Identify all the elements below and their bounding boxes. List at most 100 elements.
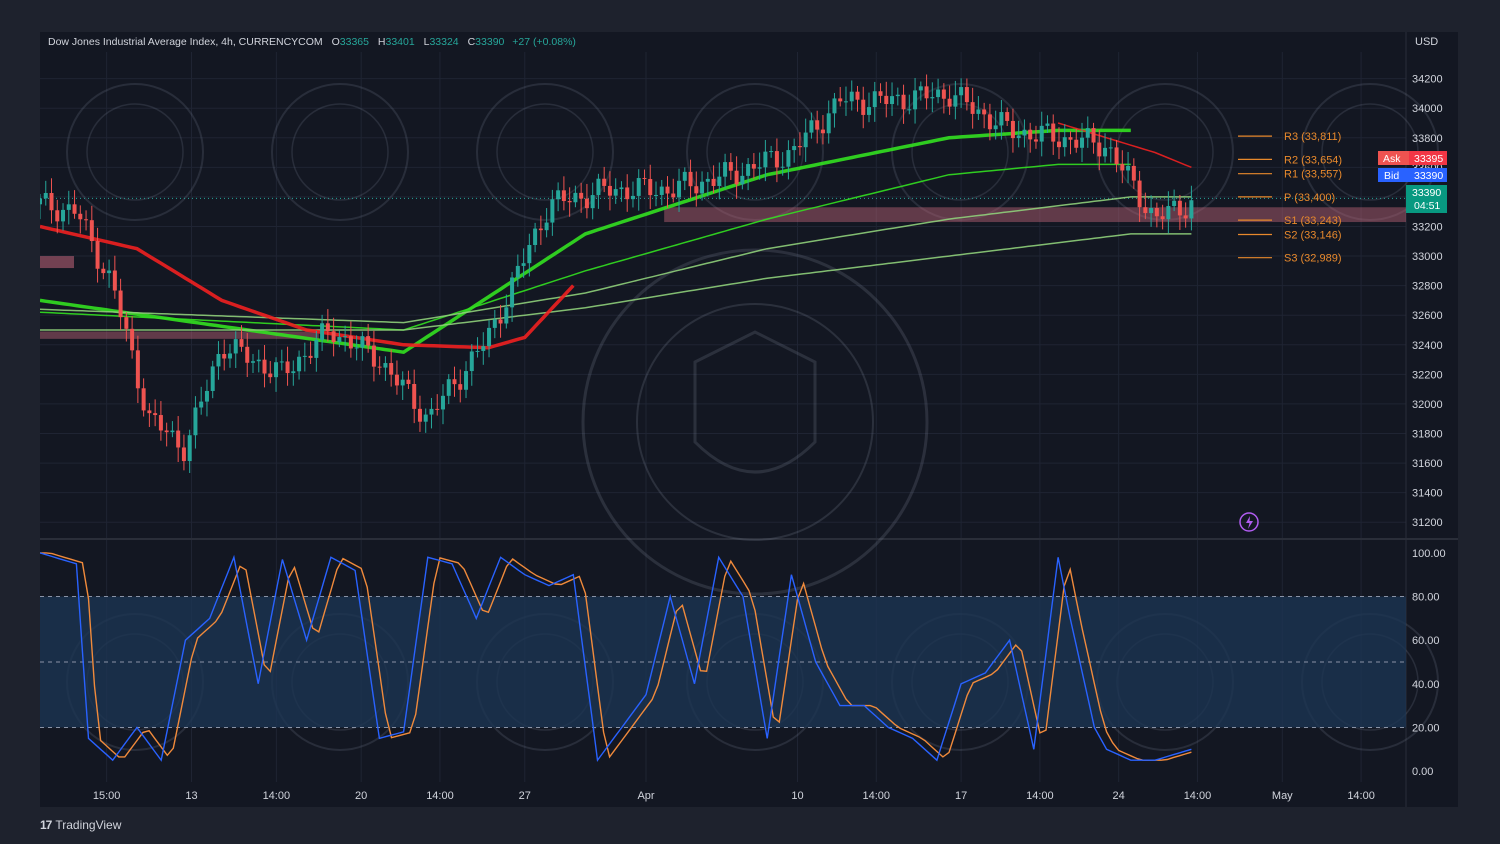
candle-body: [158, 415, 163, 431]
candle-body: [930, 97, 935, 99]
price-tick-label: 33800: [1412, 133, 1443, 145]
candle-body: [389, 363, 394, 375]
candle-body: [642, 178, 647, 180]
candle-body: [982, 109, 987, 115]
candle-body: [308, 355, 313, 358]
candle-body: [89, 220, 94, 242]
price-tick-label: 31800: [1412, 428, 1443, 440]
candle-body: [1022, 129, 1027, 136]
candle-body: [901, 94, 906, 110]
candle-body: [475, 350, 480, 352]
candle-body: [55, 210, 60, 222]
candle-body: [849, 91, 854, 102]
candle-body: [803, 132, 808, 148]
candle-body: [268, 373, 273, 378]
watermark-seal: [66, 83, 204, 221]
candle-body: [1074, 139, 1079, 148]
candle-body: [987, 114, 992, 130]
stochastic-tick-label: 60.00: [1412, 635, 1440, 647]
candle-body: [1177, 200, 1182, 216]
close-label: C: [468, 36, 476, 48]
candle-body: [504, 307, 509, 324]
candle-body: [377, 366, 382, 368]
low-label: L: [424, 36, 430, 48]
candle-body: [797, 146, 802, 148]
candle-body: [331, 331, 336, 343]
candle-body: [227, 353, 232, 359]
candle-body: [435, 408, 440, 410]
price-tick-label: 31400: [1412, 488, 1443, 500]
candle-body: [1131, 165, 1136, 181]
candle-body: [210, 366, 215, 391]
candle-body: [1103, 147, 1108, 157]
candle-body: [1033, 139, 1038, 142]
pivot-label: R3 (33,811): [1284, 131, 1341, 143]
symbol-name: Dow Jones Industrial Average Index, 4h, …: [48, 36, 323, 48]
candle-body: [498, 319, 503, 324]
tradingview-logo[interactable]: 17 TradingView: [40, 818, 121, 832]
candle-body: [423, 414, 428, 422]
candle-body: [216, 354, 221, 367]
stochastic-tick-label: 100.00: [1412, 548, 1446, 560]
candle-body: [533, 228, 538, 245]
price-tick-label: 32200: [1412, 369, 1443, 381]
change-value: +27 (+0.08%): [512, 36, 576, 48]
candle-body: [199, 401, 204, 408]
pivot-label: S3 (32,989): [1284, 253, 1341, 265]
candle-body: [1085, 128, 1090, 138]
time-tick-label: 14:00: [426, 790, 454, 802]
alert-icon[interactable]: [1239, 512, 1259, 532]
stochastic-guides: [40, 596, 1406, 728]
candle-body: [976, 109, 981, 114]
candle-body: [895, 94, 900, 97]
candle-body: [222, 354, 227, 359]
candle-body: [400, 379, 405, 386]
candle-body: [170, 430, 175, 433]
candle-body: [913, 90, 918, 110]
candle-body: [360, 336, 365, 348]
candle-body: [1062, 137, 1067, 148]
candle-body: [343, 336, 348, 338]
chart-svg[interactable]: R3 (33,811) R2 (33,654) R1 (33,557) P (33,4…: [38, 32, 1458, 807]
candle-body: [348, 336, 353, 349]
candle-body: [1051, 123, 1056, 142]
stochastic-tick-label: 80.00: [1412, 592, 1440, 604]
candle-body: [487, 327, 492, 347]
candle-body: [521, 263, 526, 266]
stochastic-layer: [39, 552, 1192, 763]
candle-body: [936, 89, 941, 98]
candle-body: [619, 187, 624, 190]
pivot-label: S1 (33,243): [1284, 215, 1341, 227]
candle-body: [746, 164, 751, 176]
candle-body: [665, 186, 670, 194]
stochastic-tick-label: 40.00: [1412, 679, 1440, 691]
countdown: 04:51: [1414, 200, 1440, 212]
watermark-seal: [476, 83, 614, 221]
candle-body: [538, 228, 543, 231]
candle-body: [964, 87, 969, 103]
candle-body: [1056, 141, 1061, 148]
candle-body: [1108, 147, 1113, 149]
currency-label: USD: [1415, 36, 1438, 48]
pivot-label: R1 (33,557): [1284, 169, 1342, 181]
price-tick-label: 34200: [1412, 74, 1443, 86]
candle-body: [452, 379, 457, 385]
candle-body: [153, 413, 158, 416]
candle-body: [469, 351, 474, 372]
pivot-label: P (33,400): [1284, 192, 1335, 204]
candle-body: [302, 355, 307, 357]
candle-body: [193, 407, 198, 436]
candle-body: [872, 91, 877, 108]
time-tick-label: 14:00: [263, 790, 291, 802]
time-tick-label: 24: [1113, 790, 1125, 802]
candle-body: [728, 162, 733, 171]
candle-body: [61, 209, 66, 222]
candle-body: [1166, 206, 1171, 220]
candle-body: [843, 101, 848, 103]
candle-body: [653, 194, 658, 196]
time-tick-label: 13: [185, 790, 197, 802]
candle-body: [101, 268, 106, 274]
candle-body: [918, 86, 923, 91]
time-tick-label: 27: [519, 790, 531, 802]
candle-body: [481, 346, 486, 351]
